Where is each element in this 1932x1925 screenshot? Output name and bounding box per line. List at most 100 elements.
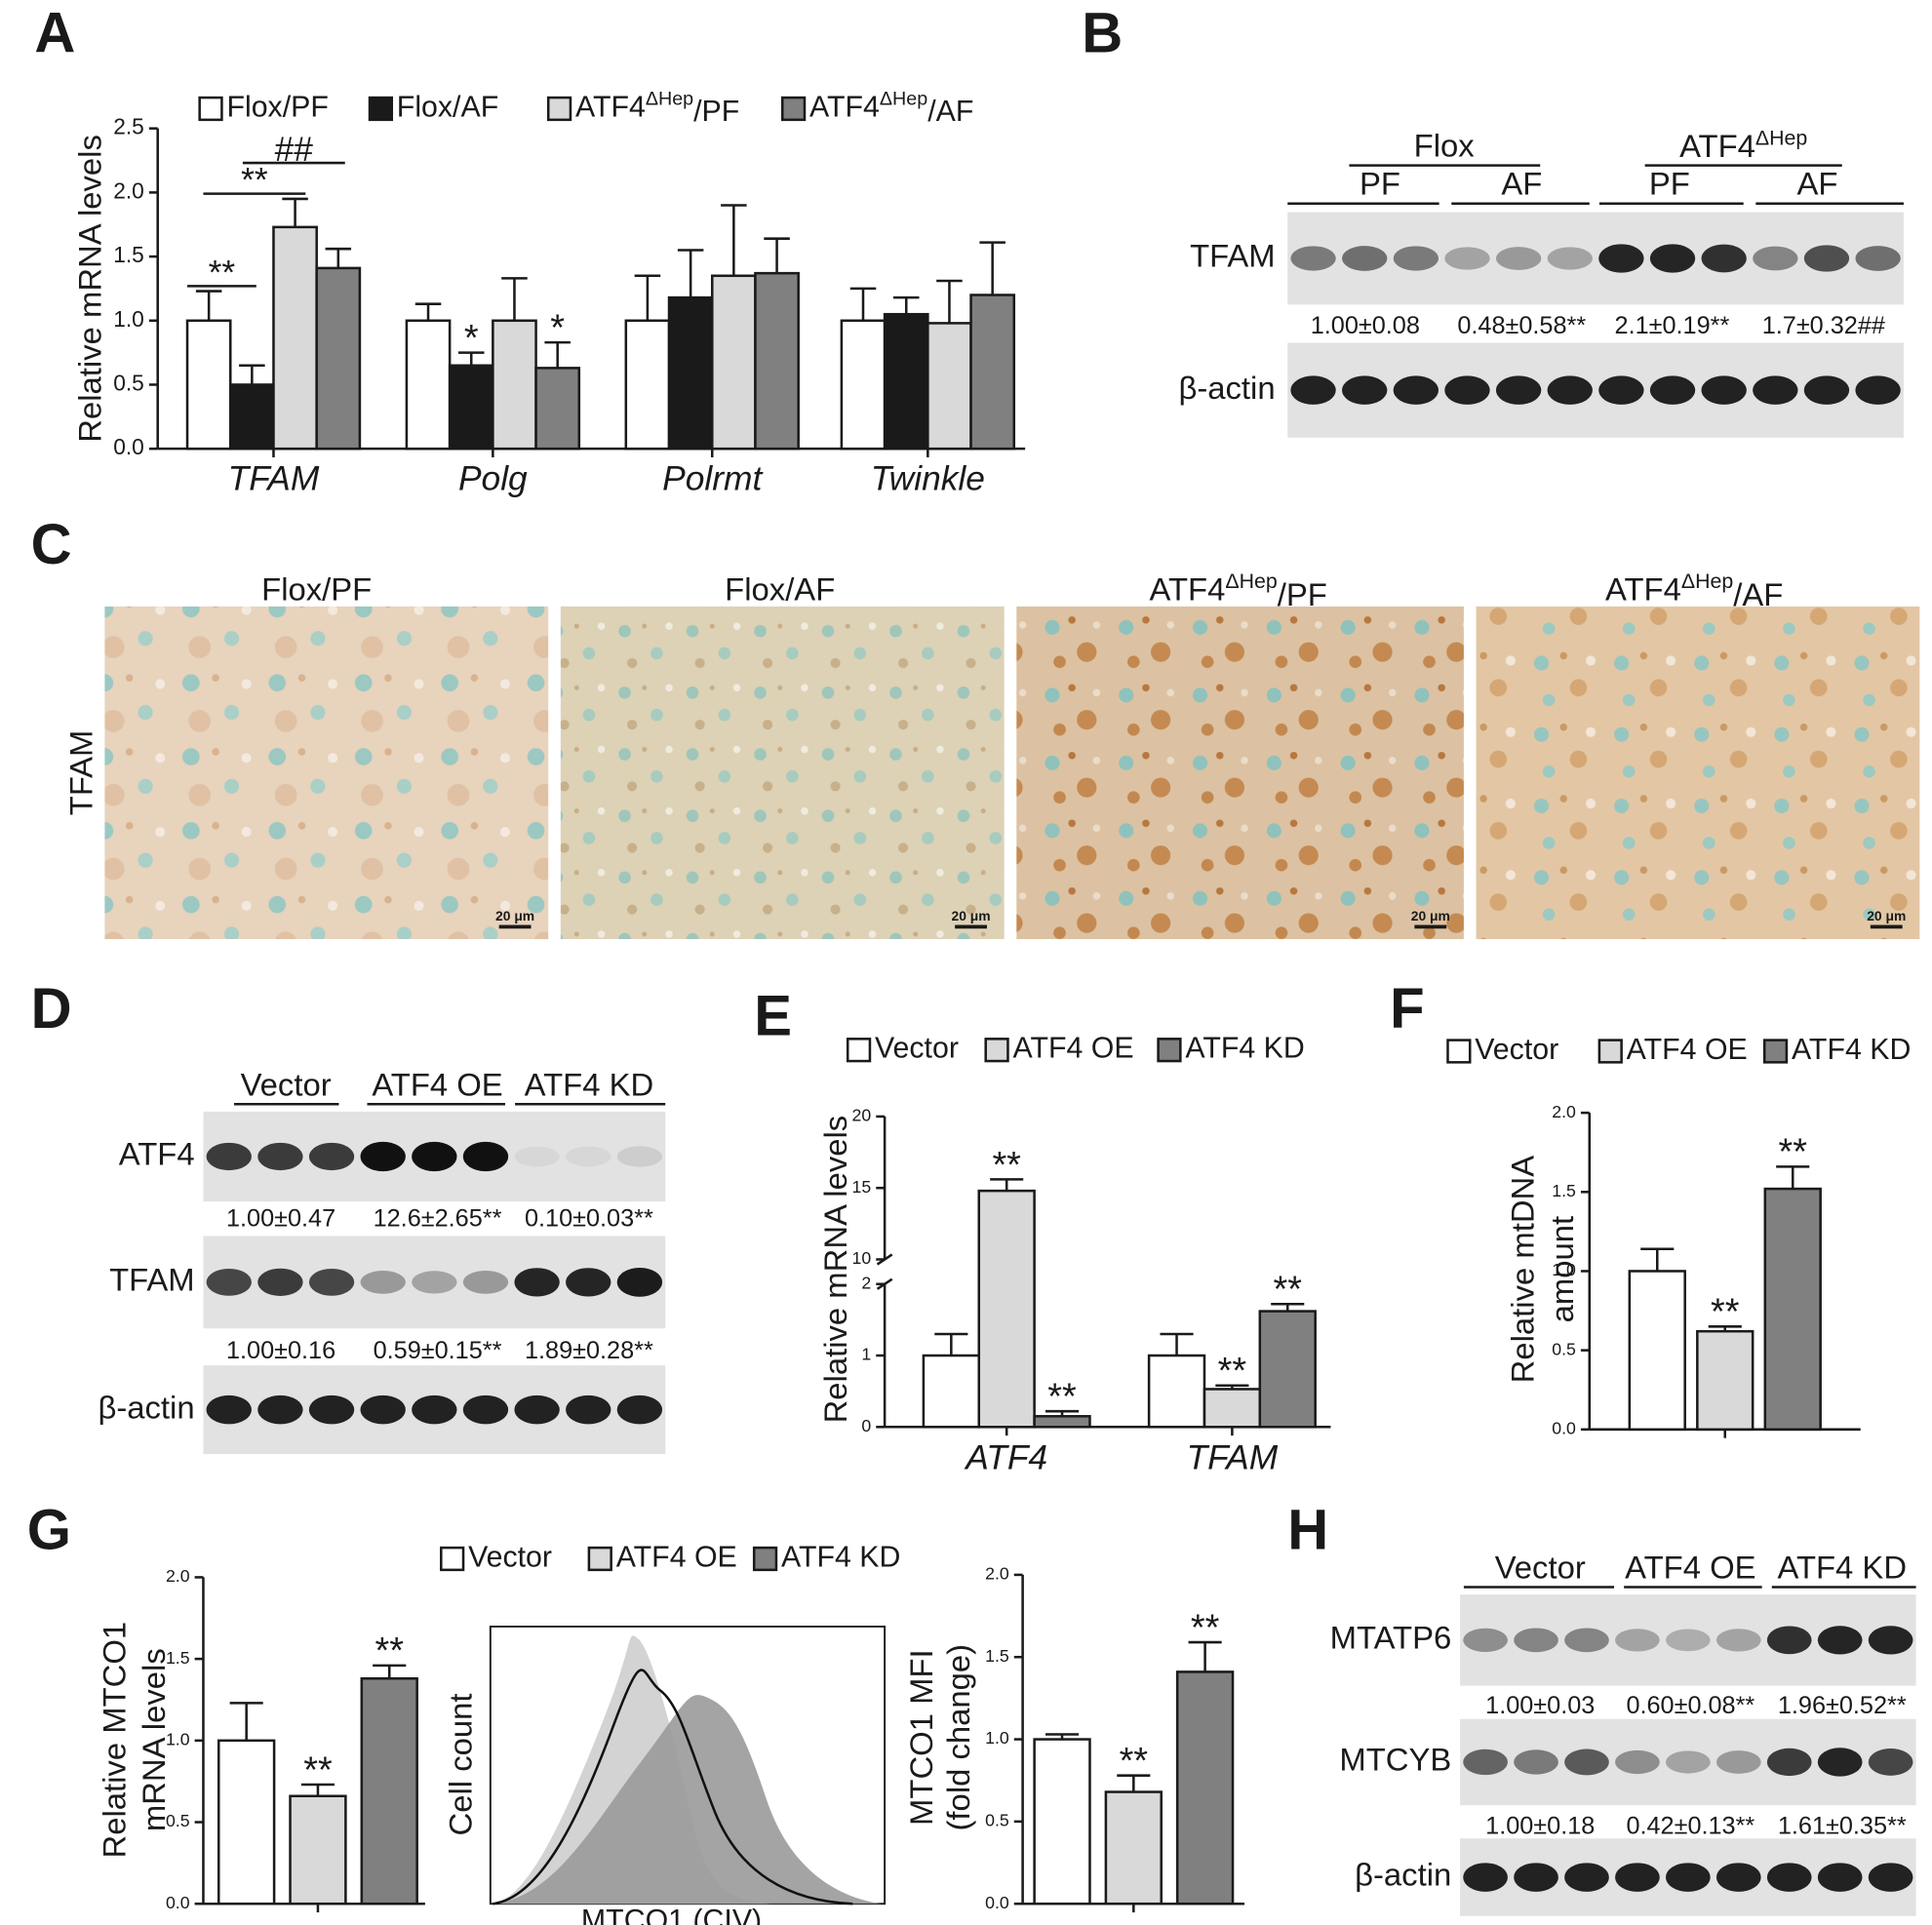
bracket-label: ** bbox=[209, 254, 236, 292]
blot-band bbox=[1817, 1626, 1863, 1655]
bar bbox=[228, 383, 275, 451]
legend-swatch bbox=[780, 96, 807, 122]
bar bbox=[969, 294, 1016, 451]
bar bbox=[1203, 1388, 1262, 1429]
legend-label: Vector bbox=[1475, 1034, 1558, 1066]
flow-curve-vector bbox=[493, 1669, 853, 1905]
blot-quantification: 1.00±0.18 bbox=[1485, 1813, 1595, 1840]
blot-band bbox=[1564, 1748, 1609, 1776]
scale-bar-label: 20 μm bbox=[1867, 908, 1906, 923]
y-tick-label: 1.0 bbox=[1552, 1260, 1576, 1279]
blot-quantification: 2.1±0.19** bbox=[1615, 312, 1730, 339]
y-tick-label: 1.5 bbox=[166, 1648, 190, 1668]
blot-band bbox=[412, 1395, 457, 1425]
legend-label: ATF4 KD bbox=[1792, 1034, 1911, 1066]
blot-band bbox=[412, 1271, 457, 1294]
blot-band bbox=[616, 1395, 663, 1425]
blot-band bbox=[1766, 1863, 1812, 1892]
significance: ** bbox=[1778, 1132, 1807, 1173]
blot-group: Vector bbox=[1495, 1550, 1586, 1586]
flow-xlabel: MTCO1 (CIV) bbox=[581, 1905, 762, 1925]
blot-band bbox=[1715, 1750, 1761, 1774]
blot-condition: AF bbox=[1501, 166, 1542, 202]
blot-condition: PF bbox=[1649, 166, 1690, 202]
blot-membrane bbox=[1287, 212, 1904, 305]
blot-band bbox=[514, 1395, 560, 1425]
panel-label: H bbox=[1287, 1499, 1328, 1562]
blot-band bbox=[514, 1268, 560, 1297]
blot-band bbox=[1665, 1629, 1711, 1652]
blot-group: ATF4ΔHep bbox=[1679, 126, 1807, 164]
y-axis-label: Relative mRNA levels bbox=[71, 135, 107, 443]
blot-row-label: TFAM bbox=[109, 1262, 195, 1298]
histology-stain: TFAM bbox=[63, 730, 99, 816]
panel-label: C bbox=[31, 513, 72, 576]
blot-band bbox=[1514, 1749, 1558, 1775]
y-tick-label: 1.0 bbox=[166, 1730, 190, 1749]
blot-band bbox=[1547, 375, 1593, 405]
x-tick-label: Twinkle bbox=[871, 459, 985, 497]
blot-band bbox=[1463, 1628, 1508, 1652]
y-tick-label: 1.0 bbox=[985, 1728, 1009, 1748]
bar bbox=[315, 266, 362, 451]
blot-band bbox=[1649, 244, 1696, 273]
bracket-label: ** bbox=[241, 162, 268, 200]
significance: ** bbox=[1047, 1377, 1077, 1418]
blot-quantification: 1.96±0.52** bbox=[1778, 1692, 1907, 1719]
y-tick-label: 0.5 bbox=[985, 1811, 1009, 1830]
y-tick-label: 20 bbox=[852, 1106, 872, 1125]
significance: ** bbox=[375, 1630, 404, 1671]
histology-title: ATF4ΔHep/PF bbox=[1150, 570, 1327, 612]
blot-quantification: 0.59±0.15** bbox=[374, 1337, 502, 1364]
blot-band bbox=[1817, 1748, 1863, 1777]
significance: ** bbox=[303, 1749, 333, 1790]
bar bbox=[1104, 1790, 1163, 1905]
histology-title: Flox/PF bbox=[261, 570, 372, 607]
blot-band bbox=[1514, 1863, 1558, 1892]
blot-band bbox=[1564, 1863, 1609, 1892]
bar bbox=[977, 1189, 1036, 1429]
y-axis-label: Relative mtDNA bbox=[1505, 1156, 1541, 1384]
blot-quantification: 1.00±0.16 bbox=[226, 1337, 335, 1364]
legend-label: Flox/PF bbox=[226, 91, 328, 123]
bar bbox=[667, 295, 714, 451]
bar bbox=[1147, 1354, 1206, 1429]
histology-image bbox=[560, 606, 1005, 939]
blot-band bbox=[257, 1268, 303, 1297]
legend-label: ATF4ΔHep/AF bbox=[809, 89, 973, 128]
legend-swatch bbox=[440, 1546, 465, 1572]
bar bbox=[1696, 1329, 1755, 1432]
blot-quantification: 0.60±0.08** bbox=[1626, 1692, 1755, 1719]
histology-image bbox=[104, 606, 549, 939]
y-tick-label: 2.0 bbox=[1552, 1102, 1576, 1121]
blot-band bbox=[1290, 375, 1336, 405]
scale-bar-label: 20 μm bbox=[495, 908, 534, 923]
legend-swatch bbox=[1597, 1039, 1623, 1064]
legend-swatch bbox=[587, 1546, 612, 1572]
blot-quantification: 1.00±0.08 bbox=[1311, 312, 1420, 339]
flow-curve-kd bbox=[493, 1695, 882, 1905]
blot-band bbox=[360, 1395, 406, 1425]
blot-quantification: 0.42±0.13** bbox=[1626, 1813, 1755, 1840]
blot-band bbox=[1753, 246, 1798, 271]
bar bbox=[289, 1794, 347, 1905]
panel-label: A bbox=[34, 2, 75, 65]
y-tick-label: 2.5 bbox=[113, 114, 144, 139]
blot-group: ATF4 KD bbox=[525, 1066, 654, 1102]
bar bbox=[217, 1739, 276, 1905]
blot-band bbox=[412, 1141, 457, 1172]
blot-band bbox=[1615, 1863, 1660, 1892]
blot-quantification: 1.7±0.32## bbox=[1762, 312, 1885, 339]
y-tick-label: 2.0 bbox=[985, 1564, 1009, 1584]
blot-band bbox=[1715, 1629, 1761, 1652]
legend-swatch bbox=[1762, 1039, 1789, 1064]
blot-band bbox=[1868, 1863, 1913, 1892]
bar bbox=[754, 271, 800, 451]
blot-row-label: β-actin bbox=[1355, 1857, 1451, 1893]
flow-ylabel: Cell count bbox=[443, 1693, 479, 1835]
significance: ** bbox=[1711, 1292, 1740, 1333]
blot-condition: PF bbox=[1360, 166, 1400, 202]
bracket-label: ## bbox=[275, 131, 314, 169]
blot-band bbox=[1701, 375, 1747, 405]
blot-band bbox=[308, 1142, 355, 1171]
